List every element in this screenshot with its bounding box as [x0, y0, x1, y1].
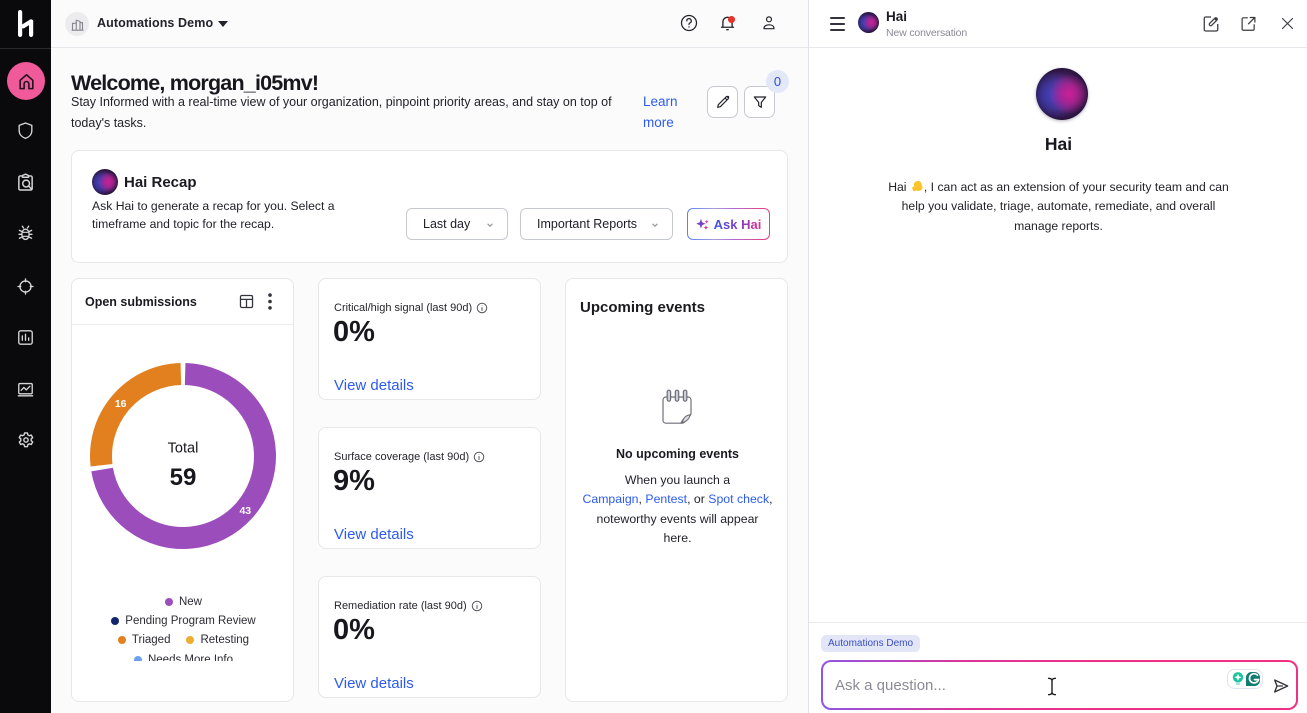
svg-text:43: 43	[239, 505, 251, 517]
svg-text:Total: Total	[168, 441, 199, 457]
svg-text:16: 16	[115, 398, 127, 410]
svg-text:59: 59	[170, 464, 197, 491]
